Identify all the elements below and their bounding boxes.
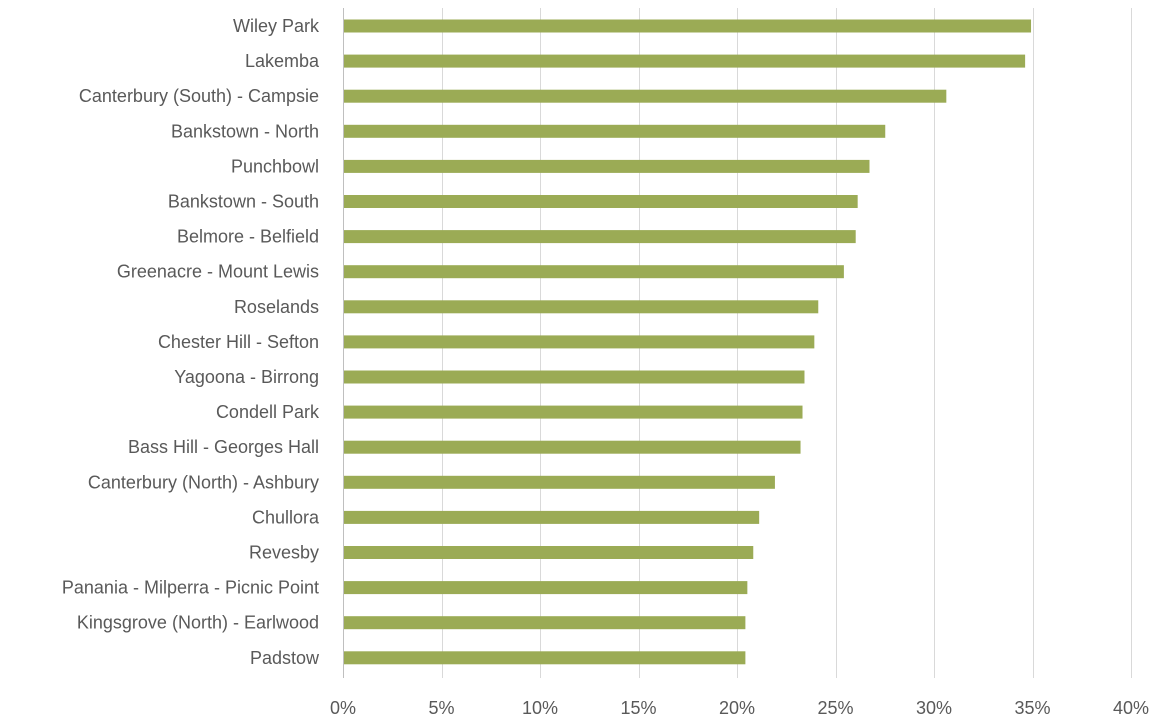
category-label: Revesby <box>249 543 319 563</box>
category-label: Padstow <box>250 648 320 668</box>
category-label: Chullora <box>252 507 320 527</box>
category-label: Lakemba <box>245 51 320 71</box>
category-label: Canterbury (South) - Campsie <box>79 86 319 106</box>
category-label: Bankstown - North <box>171 121 319 141</box>
x-tick-label: 15% <box>620 698 656 718</box>
x-tick-label: 5% <box>428 698 454 718</box>
category-label: Punchbowl <box>231 156 319 176</box>
bar <box>343 124 886 138</box>
category-label: Condell Park <box>216 402 320 422</box>
bar <box>343 616 746 630</box>
bar <box>343 265 844 279</box>
bar <box>343 581 748 595</box>
x-tick-label: 20% <box>719 698 755 718</box>
bar <box>343 510 760 524</box>
category-label: Wiley Park <box>233 16 320 36</box>
category-label: Chester Hill - Sefton <box>158 332 319 352</box>
bar <box>343 440 801 454</box>
bar <box>343 475 775 489</box>
category-labels: Wiley Park Lakemba Canterbury (South) - Ca… <box>62 16 320 668</box>
x-tick-label: 35% <box>1014 698 1050 718</box>
x-tick-label: 10% <box>522 698 558 718</box>
x-tick-label: 0% <box>330 698 356 718</box>
category-label: Roselands <box>234 297 319 317</box>
bar <box>343 405 803 419</box>
category-label: Greenacre - Mount Lewis <box>117 262 319 282</box>
x-tick-labels: 0% 5% 10% 15% 20% 25% 30% 35% 40% <box>330 698 1149 718</box>
x-tick-label: 40% <box>1113 698 1149 718</box>
bar <box>343 370 805 384</box>
bar <box>343 546 754 559</box>
category-label: Bass Hill - Georges Hall <box>128 437 319 457</box>
bar <box>343 300 819 314</box>
bar <box>343 89 947 103</box>
bar <box>343 651 746 665</box>
category-label: Panania - Milperra - Picnic Point <box>62 578 319 598</box>
bar <box>343 54 1026 68</box>
category-label: Bankstown - South <box>168 192 319 212</box>
category-label: Yagoona - Birrong <box>174 367 319 387</box>
bar <box>343 19 1032 33</box>
bar <box>343 230 856 244</box>
bar <box>343 159 870 173</box>
bars <box>343 19 1032 665</box>
x-tick-label: 30% <box>916 698 952 718</box>
category-label: Canterbury (North) - Ashbury <box>88 472 319 492</box>
x-tick-label: 25% <box>817 698 853 718</box>
bar <box>343 335 815 349</box>
category-label: Kingsgrove (North) - Earlwood <box>77 613 319 633</box>
category-label: Belmore - Belfield <box>177 227 319 247</box>
bar <box>343 195 858 208</box>
